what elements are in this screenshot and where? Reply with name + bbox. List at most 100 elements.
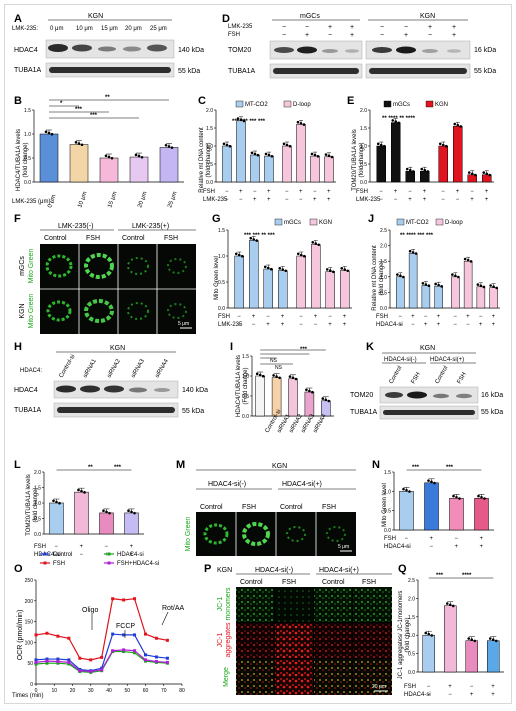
chart-O-point-2-12: [165, 638, 169, 642]
panel-a-kda2: 55 kDa: [178, 68, 200, 75]
chart-N-sign-0-2: −: [455, 536, 459, 542]
chart-I-dot-0-2: [261, 374, 265, 378]
chart-I-ytick-label-1: 0.5: [242, 394, 249, 400]
chart-B-dot-4-0: [164, 143, 168, 147]
chart-E-bar-1-1: [453, 125, 463, 183]
chart-O-xtick-label-7: 70: [161, 688, 167, 694]
chart-I-bar-2: [288, 378, 298, 417]
panel-n-sig-1: ***: [446, 465, 454, 471]
panel-j-legend-0: MT-CO2: [406, 220, 429, 226]
chart-J-ytick-label-2: 1.0: [380, 275, 387, 281]
chart-L-sign-0-0: −: [55, 544, 59, 550]
chart-O-point-2-3: [67, 636, 71, 640]
panel-p-col-0: Control: [240, 579, 263, 586]
chart-B-dot-3-1: [137, 154, 141, 158]
chart-J-ytick-label-4: 2.0: [380, 244, 387, 250]
chart-N-dot-3-0: [477, 494, 480, 498]
panel-k-lane-2: Control: [435, 365, 450, 385]
panel-letter-h: H: [14, 341, 22, 353]
chart-O-legend-mark-2: [43, 561, 47, 565]
chart-O-point-2-0: [34, 633, 38, 637]
chart-C-sign-b-1-0: −: [285, 197, 289, 203]
panel-k-group: KGN: [420, 345, 435, 352]
chart-i: 0.0 0.5 1.0 1.5 HDAC4/TUBA1A levels (Fold c…: [236, 347, 334, 434]
chart-G-sign-b-1-0: −: [299, 322, 303, 328]
panel-p-micrographs: [236, 587, 392, 695]
chart-C-dot-0-3-0: [264, 152, 268, 156]
chart-l: 0.0 0.5 1.0 1.5 2.0 − + − + − − + + TOM20/TUBA1A lev…: [26, 465, 144, 558]
chart-E-dot-1-1-2: [459, 125, 463, 128]
panel-l-ylabel2: (fold change): [33, 487, 39, 522]
chart-N-ytick-label-3: 1.5: [384, 470, 391, 476]
chart-B-dot-2-2: [110, 156, 114, 160]
chart-J-dot-0-0-0: [396, 273, 399, 276]
chart-O-point-2-11: [154, 636, 158, 640]
chart-J-ytick-label-5: 2.5: [380, 228, 387, 234]
chart-G-sign-b-0-3: +: [281, 322, 285, 328]
panel-l-fsh: FSH: [34, 544, 46, 550]
chart-J-ytick-label-3: 1.5: [380, 259, 387, 265]
chart-C-bar-1-3: [324, 156, 334, 183]
chart-N-dot-3-1: [480, 495, 483, 499]
chart-L-dot-0-1: [55, 500, 58, 504]
panel-h-lane-3: siRNA3: [131, 358, 147, 379]
chart-E-dot-0-0-0: [376, 142, 380, 146]
chart-J-dot-0-2-0: [421, 282, 425, 285]
chart-J-sign-a-0-3: +: [437, 314, 441, 320]
chart-Q-ytick-label-3: 1.5: [408, 615, 415, 621]
chart-E-dot-1-2-0: [467, 171, 471, 174]
panel-h-lane-2: siRNA2: [107, 358, 123, 379]
panel-p-row2a: JC-1: [217, 633, 224, 648]
panel-f-cond1: LMK-235(-): [58, 223, 93, 230]
chart-L-sign-0-2: −: [105, 544, 109, 550]
panel-i-ylabel: HDAC4/TUBA1A levels: [236, 355, 242, 417]
chart-J-sign-a-1-2: −: [479, 314, 483, 320]
chart-Q-dot-3-1: [491, 638, 495, 642]
chart-N-bar-0: [399, 491, 414, 531]
chart-E-dot-0-1-1: [394, 120, 398, 123]
chart-J-sign-b-0-1: −: [411, 322, 415, 328]
panel-letter-n: N: [372, 459, 380, 471]
panel-p-scale: 20 μm: [372, 684, 386, 690]
chart-G-dot-0-0-0: [234, 252, 238, 256]
chart-G-dot-0-3-1: [281, 268, 285, 271]
panel-k-lane-1: FSH: [411, 372, 422, 385]
panel-f-col-1: FSH: [86, 235, 100, 242]
panel-j-hdac: HDAC4-si: [376, 322, 403, 328]
chart-E-dot-0-0-2: [382, 144, 386, 148]
chart-C-dot-0-2-1: [253, 152, 257, 156]
chart-Q-sign-1-0: −: [427, 692, 431, 698]
chart-N-ytick-label-2: 1.0: [384, 489, 391, 495]
chart-B-dot-0-0: [44, 130, 48, 134]
chart-O-point-2-7: [111, 597, 115, 601]
chart-C-sign-b-0-3: +: [267, 197, 271, 203]
chart-G-dot-0-0-2: [240, 254, 244, 258]
chart-E-sign-a-1-3: +: [485, 189, 489, 195]
chart-I-dot-1-1: [275, 375, 278, 378]
svg-text:+: +: [452, 32, 456, 39]
chart-B-xlabel-0: 0 μm: [47, 194, 57, 209]
chart-C-sign-a-1-0: −: [285, 189, 289, 195]
panel-letter-e: E: [347, 95, 354, 107]
chart-G-sign-b-0-0: −: [237, 322, 241, 328]
chart-L-dot-1-0: [77, 488, 80, 492]
chart-L-dot-0-0: [52, 499, 55, 503]
chart-G-bar-1-1: [311, 244, 321, 309]
chart-N-sign-1-2: +: [455, 544, 459, 550]
panel-a-dose-0: 0 μm: [50, 26, 63, 32]
chart-C-dot-0-1-2: [242, 119, 246, 123]
panel-m-col-2: Control: [280, 504, 303, 511]
chart-J-ytick-label-1: 0.5: [380, 290, 387, 296]
chart-B-dot-4-1: [167, 145, 171, 148]
chart-J-dot-0-3-2: [440, 285, 443, 288]
panel-letter-m: M: [176, 459, 185, 471]
chart-J-sign-a-0-1: +: [411, 314, 415, 320]
panel-e-sig: ** **** ** ****: [382, 116, 416, 122]
chart-J-ytick-label-0: 0.0: [380, 306, 387, 312]
chart-Q-ytick-label-4: 2.0: [408, 596, 415, 602]
panel-k-band1: TOM20: [350, 392, 373, 399]
svg-text:−: −: [282, 24, 286, 31]
panel-c-legend-1: D-loop: [293, 102, 311, 108]
panel-a-group: KGN: [88, 13, 103, 20]
chart-J-dot-1-0-1: [454, 274, 457, 278]
